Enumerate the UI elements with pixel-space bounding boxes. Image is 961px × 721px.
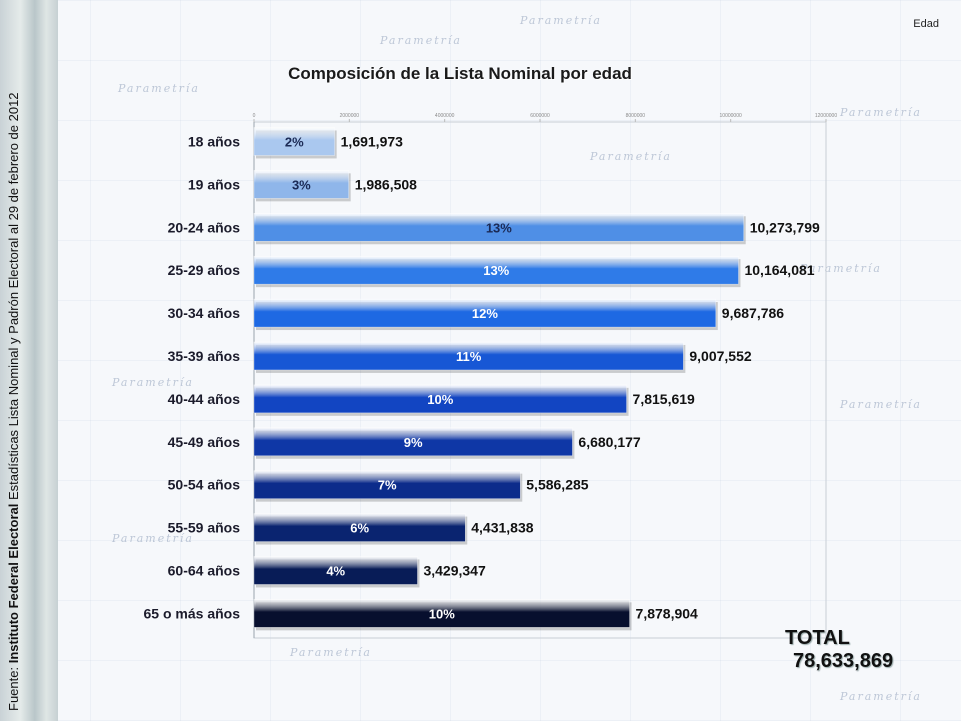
bar — [253, 341, 684, 371]
bar — [253, 255, 739, 285]
value-label: 10,164,081 — [744, 262, 814, 278]
value-label: 1,986,508 — [355, 176, 417, 192]
value-label: 6,680,177 — [578, 434, 640, 450]
watermark: Parametría — [800, 262, 882, 275]
bar — [253, 213, 744, 242]
percent-label: 10% — [429, 606, 455, 621]
total-block: TOTAL 78,633,869 — [785, 627, 893, 673]
chart-title: Composición de la Lista Nominal por edad — [288, 64, 632, 83]
value-label: 4,431,838 — [471, 520, 533, 536]
value-label: 9,007,552 — [689, 348, 751, 364]
bar — [253, 427, 573, 456]
decorative-side-strip — [0, 0, 58, 721]
category-label: 60-64 años — [168, 562, 241, 578]
percent-label: 13% — [483, 263, 509, 278]
watermark: Parametría — [840, 690, 922, 703]
x-tick-label: 4000000 — [435, 113, 455, 119]
percent-label: 9% — [404, 435, 423, 450]
total-value: 78,633,869 — [793, 650, 894, 672]
category-label: 40-44 años — [168, 391, 241, 407]
percent-label: 13% — [486, 220, 512, 235]
x-tick-label: 12000000 — [815, 113, 837, 119]
percent-label: 7% — [378, 478, 397, 493]
watermark: Parametría — [118, 82, 200, 95]
watermark: Parametría — [290, 646, 372, 659]
category-label: 45-49 años — [168, 434, 241, 450]
value-label: 7,878,904 — [636, 605, 698, 621]
bar — [253, 470, 521, 499]
category-label: 30-34 años — [168, 305, 241, 321]
category-label: 65 o más años — [144, 605, 241, 621]
watermark: Parametría — [840, 398, 922, 411]
category-label: 20-24 años — [168, 219, 241, 235]
bar — [253, 556, 418, 585]
percent-label: 3% — [292, 177, 311, 192]
category-label: 50-54 años — [168, 477, 241, 493]
category-label: 25-29 años — [168, 262, 241, 278]
value-label: 1,691,973 — [341, 133, 403, 149]
x-tick-label: 6000000 — [530, 113, 550, 119]
watermark: Parametría — [520, 14, 602, 27]
bar — [253, 384, 627, 414]
value-label: 7,815,619 — [633, 391, 695, 407]
percent-label: 2% — [285, 134, 304, 149]
percent-label: 11% — [456, 349, 482, 364]
watermark: Parametría — [112, 376, 194, 389]
watermark: Parametría — [380, 34, 462, 47]
watermark: Parametría — [112, 532, 194, 545]
value-label: 10,273,799 — [750, 219, 820, 235]
category-label: 18 años — [188, 133, 240, 149]
x-tick-label: 8000000 — [626, 113, 646, 119]
bar — [253, 513, 466, 542]
category-label: 55-59 años — [168, 520, 241, 536]
percent-label: 6% — [350, 521, 369, 536]
x-tick-label: 0 — [253, 113, 256, 119]
percent-label: 12% — [472, 306, 498, 321]
percent-label: 10% — [427, 392, 453, 407]
bar — [253, 599, 630, 628]
value-label: 9,687,786 — [722, 305, 784, 321]
x-tick-label: 2000000 — [340, 113, 360, 119]
bar — [253, 127, 335, 156]
percent-label: 4% — [326, 563, 345, 578]
value-label: 3,429,347 — [423, 562, 485, 578]
bar — [253, 170, 349, 199]
watermark: Parametría — [840, 106, 922, 119]
category-label: 35-39 años — [168, 348, 241, 364]
corner-label: Edad — [913, 18, 939, 30]
bar — [253, 298, 717, 328]
watermark: Parametría — [590, 150, 672, 163]
total-label: TOTAL — [785, 627, 850, 649]
x-tick-label: 10000000 — [720, 113, 742, 119]
value-label: 5,586,285 — [526, 477, 588, 493]
category-label: 19 años — [188, 176, 240, 192]
